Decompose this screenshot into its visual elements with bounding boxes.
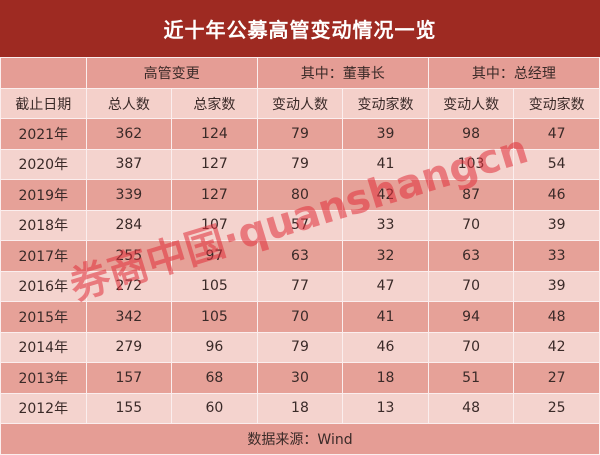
table-cell: 57 xyxy=(256,209,344,241)
table-cell: 33 xyxy=(342,209,429,241)
row-date-cell: 2018年 xyxy=(0,209,87,241)
column-header: 变动人数 xyxy=(427,88,515,119)
table-cell: 47 xyxy=(342,270,429,302)
table-row: 2016年 272 105 77 47 70 39 xyxy=(0,270,600,302)
column-header: 变动人数 xyxy=(256,88,344,119)
table-cell: 30 xyxy=(256,362,344,394)
row-date-cell: 2019年 xyxy=(0,179,87,211)
table-cell: 25 xyxy=(513,392,600,424)
table-cell: 68 xyxy=(171,362,258,394)
table-cell: 63 xyxy=(256,240,344,272)
row-date-cell: 2017年 xyxy=(0,240,87,272)
table-cell: 94 xyxy=(427,301,515,333)
table-cell: 70 xyxy=(427,331,515,363)
group-header-empty xyxy=(0,57,87,89)
table-cell: 60 xyxy=(171,392,258,424)
row-date-cell: 2012年 xyxy=(0,392,87,424)
table-cell: 362 xyxy=(85,118,173,150)
table-cell: 79 xyxy=(256,331,344,363)
table-cell: 342 xyxy=(85,301,173,333)
table-cell: 127 xyxy=(171,148,258,180)
table-cell: 46 xyxy=(513,179,600,211)
table-cell: 105 xyxy=(171,301,258,333)
table-row: 2012年 155 60 18 13 48 25 xyxy=(0,392,600,424)
table-row: 2015年 342 105 70 41 94 48 xyxy=(0,301,600,333)
table-cell: 70 xyxy=(427,209,515,241)
table-cell: 96 xyxy=(171,331,258,363)
column-header: 变动家数 xyxy=(513,88,600,119)
table-cell: 339 xyxy=(85,179,173,211)
table-cell: 107 xyxy=(171,209,258,241)
table-cell: 13 xyxy=(342,392,429,424)
table-cell: 79 xyxy=(256,118,344,150)
table-cell: 63 xyxy=(427,240,515,272)
table-cell: 46 xyxy=(342,331,429,363)
group-header-row: 高管变更 其中：董事长 其中：总经理 xyxy=(0,57,600,89)
table-cell: 127 xyxy=(171,179,258,211)
table-cell: 47 xyxy=(513,118,600,150)
table-cell: 279 xyxy=(85,331,173,363)
table-cell: 42 xyxy=(513,331,600,363)
table-cell: 51 xyxy=(427,362,515,394)
table-title: 近十年公募高管变动情况一览 xyxy=(0,0,600,57)
table-cell: 70 xyxy=(256,301,344,333)
row-date-cell: 2020年 xyxy=(0,148,87,180)
table-row: 2018年 284 107 57 33 70 39 xyxy=(0,209,600,241)
column-header: 总人数 xyxy=(85,88,173,119)
table-cell: 157 xyxy=(85,362,173,394)
table-cell: 48 xyxy=(513,301,600,333)
table-row: 2017年 255 97 63 32 63 33 xyxy=(0,240,600,272)
table-cell: 33 xyxy=(513,240,600,272)
table-cell: 39 xyxy=(513,270,600,302)
table-cell: 70 xyxy=(427,270,515,302)
row-date-cell: 2014年 xyxy=(0,331,87,363)
table-cell: 48 xyxy=(427,392,515,424)
row-date-cell: 2016年 xyxy=(0,270,87,302)
group-header: 高管变更 xyxy=(85,57,258,89)
table-cell: 39 xyxy=(342,118,429,150)
table-cell: 41 xyxy=(342,148,429,180)
table-cell: 54 xyxy=(513,148,600,180)
column-header: 总家数 xyxy=(171,88,258,119)
table-cell: 124 xyxy=(171,118,258,150)
table-cell: 18 xyxy=(342,362,429,394)
row-date-cell: 2013年 xyxy=(0,362,87,394)
column-header-row: 截止日期 总人数 总家数 变动人数 变动家数 变动人数 变动家数 xyxy=(0,88,600,119)
row-date-cell: 2021年 xyxy=(0,118,87,150)
table-cell: 87 xyxy=(427,179,515,211)
table-cell: 255 xyxy=(85,240,173,272)
source-note: 数据来源：Wind xyxy=(0,423,600,455)
table-cell: 79 xyxy=(256,148,344,180)
table-cell: 42 xyxy=(342,179,429,211)
table-cell: 284 xyxy=(85,209,173,241)
table-cell: 103 xyxy=(427,148,515,180)
source-row: 数据来源：Wind xyxy=(0,423,600,455)
table-cell: 41 xyxy=(342,301,429,333)
table-cell: 272 xyxy=(85,270,173,302)
table-row: 2014年 279 96 79 46 70 42 xyxy=(0,331,600,363)
table-row: 2020年 387 127 79 41 103 54 xyxy=(0,148,600,180)
column-header: 截止日期 xyxy=(0,88,87,119)
table-cell: 98 xyxy=(427,118,515,150)
table-cell: 155 xyxy=(85,392,173,424)
table-cell: 27 xyxy=(513,362,600,394)
table-cell: 80 xyxy=(256,179,344,211)
table-cell: 77 xyxy=(256,270,344,302)
table-cell: 32 xyxy=(342,240,429,272)
group-header: 其中：总经理 xyxy=(427,57,600,89)
table-row: 2021年 362 124 79 39 98 47 xyxy=(0,118,600,150)
column-header: 变动家数 xyxy=(342,88,429,119)
group-header: 其中：董事长 xyxy=(256,57,429,89)
table-row: 2013年 157 68 30 18 51 27 xyxy=(0,362,600,394)
table-cell: 105 xyxy=(171,270,258,302)
table-cell: 39 xyxy=(513,209,600,241)
row-date-cell: 2015年 xyxy=(0,301,87,333)
data-table: 高管变更 其中：董事长 其中：总经理 截止日期 总人数 总家数 变动人数 变动家… xyxy=(0,57,600,455)
table-row: 2019年 339 127 80 42 87 46 xyxy=(0,179,600,211)
table-cell: 387 xyxy=(85,148,173,180)
table-cell: 18 xyxy=(256,392,344,424)
table-cell: 97 xyxy=(171,240,258,272)
